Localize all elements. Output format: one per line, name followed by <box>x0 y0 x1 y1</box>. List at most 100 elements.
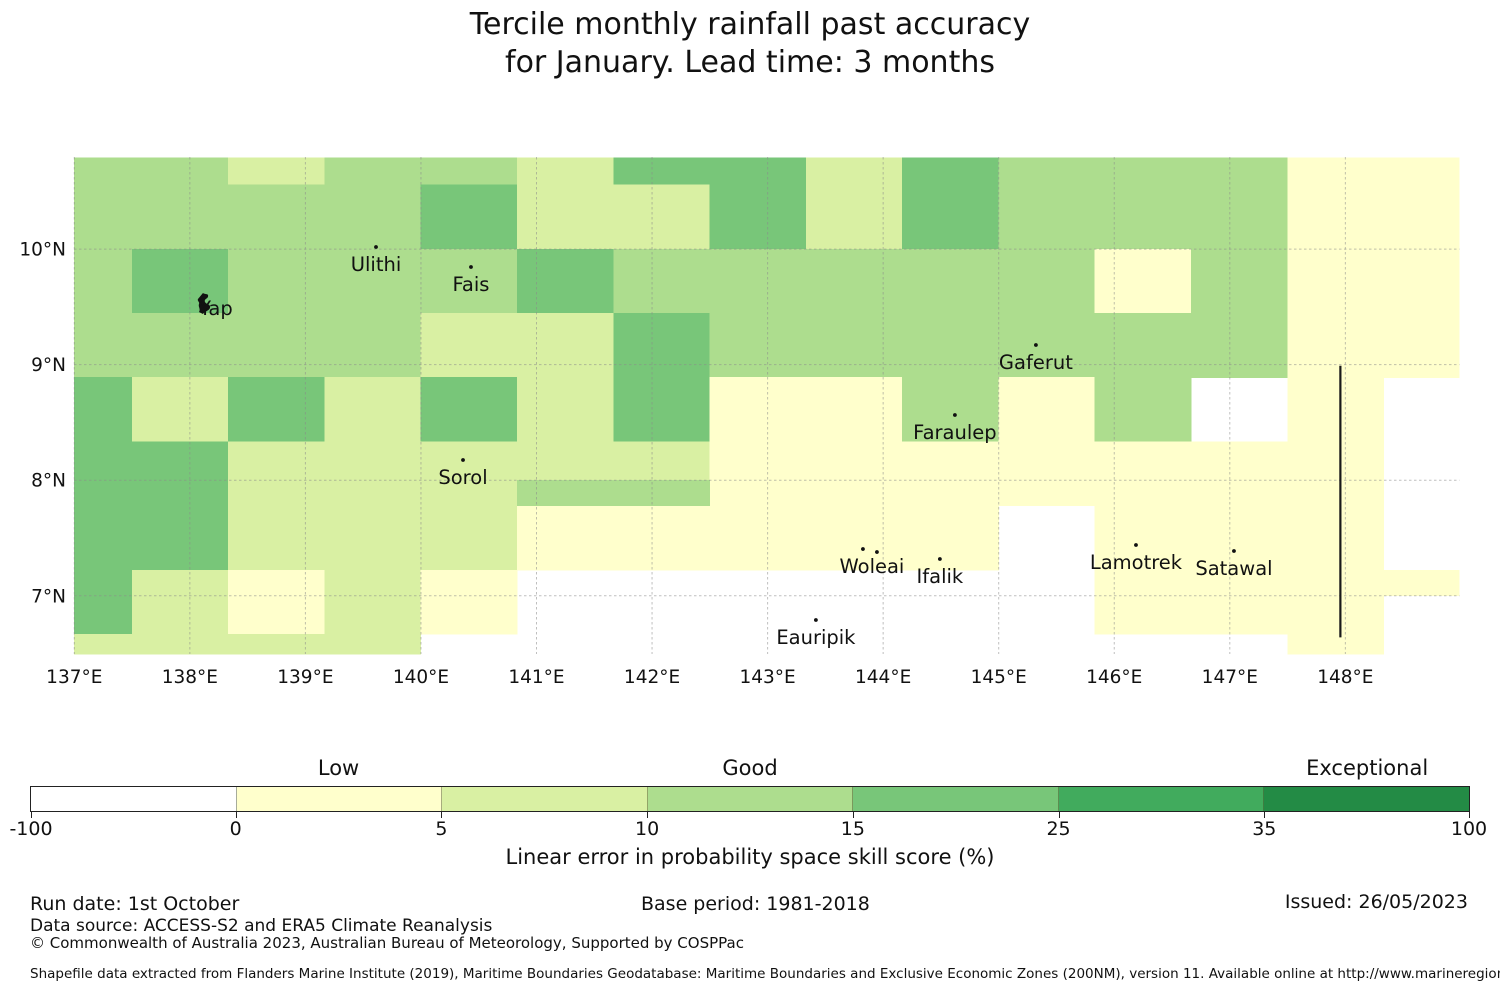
map-cell <box>1191 505 1288 571</box>
map-cell <box>1191 248 1288 314</box>
map-cell <box>805 184 903 250</box>
map-cell <box>1094 248 1192 314</box>
colorbar-segment-3 <box>647 787 854 811</box>
map-cell <box>613 184 711 250</box>
map-cell <box>516 157 614 186</box>
map-cell <box>709 184 807 250</box>
x-tick-label: 148°E <box>1317 667 1373 688</box>
map-cell <box>131 633 229 655</box>
map-cell <box>1287 184 1385 250</box>
colorbar-tick-label: 25 <box>1046 818 1071 840</box>
map-cell <box>902 377 999 443</box>
map-cell <box>805 441 903 507</box>
colorbar-zone-label-good: Good <box>722 756 778 780</box>
island-marker-dot-faraulep <box>953 413 957 417</box>
map-cell <box>902 441 999 507</box>
map-cell <box>709 377 807 443</box>
map-cell <box>998 441 1096 507</box>
footer-base-period: Base period: 1981-2018 <box>641 893 870 915</box>
colorbar-zone-label-low: Low <box>317 756 360 780</box>
colorbar-tick-label: -100 <box>9 818 53 840</box>
y-tick-label: 8°N <box>31 471 66 492</box>
map-label-faraulep: Faraulep <box>913 421 997 444</box>
map-cell <box>1191 157 1288 186</box>
footer-issued-date: Issued: 26/05/2023 <box>1284 891 1468 913</box>
colorbar-segment-5 <box>1058 787 1265 811</box>
x-tick-label: 145°E <box>971 667 1027 688</box>
map-cell <box>228 633 325 655</box>
map-cell <box>420 313 518 378</box>
island-marker-dot-ifalik <box>937 557 942 561</box>
x-tick-label: 141°E <box>508 667 564 688</box>
map-label-woleai: Woleai <box>840 555 905 578</box>
map-cell <box>420 377 518 443</box>
x-tick-label: 140°E <box>393 667 449 688</box>
map-cell <box>516 184 614 250</box>
y-tick-label: 9°N <box>31 355 66 376</box>
colorbar <box>30 786 1470 812</box>
map-cell <box>709 313 807 378</box>
colorbar-segment-6 <box>1264 787 1470 811</box>
island-marker-dot-woleai <box>875 550 879 554</box>
map-cell <box>613 248 711 314</box>
map-cell <box>1383 184 1460 250</box>
island-marker-dot-fais <box>469 265 473 269</box>
map-cell <box>1191 184 1288 250</box>
colorbar-segment-0 <box>31 787 237 811</box>
x-tick-label: 139°E <box>277 667 333 688</box>
map-cell <box>709 248 807 314</box>
map-cell <box>1287 248 1385 314</box>
map-cell <box>74 633 133 655</box>
map-label-gaferut: Gaferut <box>999 351 1073 374</box>
map-label-sorol: Sorol <box>438 466 487 489</box>
island-marker-dot-ulithi <box>374 245 378 249</box>
map-cell <box>613 313 711 378</box>
map-cell <box>131 377 229 443</box>
map-cell <box>1094 505 1192 571</box>
map-cell <box>1094 313 1192 378</box>
island-marker-dot-eauripik <box>813 618 818 622</box>
map-cell <box>613 377 711 443</box>
map-cell <box>1094 441 1192 507</box>
x-tick-label: 147°E <box>1202 667 1258 688</box>
yap-island-shape <box>197 293 211 315</box>
map-cell <box>613 505 711 571</box>
map-cell-partial <box>516 479 711 507</box>
map-cell <box>1191 313 1288 378</box>
colorbar-tick <box>1264 812 1266 818</box>
map-cell <box>1094 157 1192 186</box>
x-tick-label: 144°E <box>855 667 911 688</box>
map-cell <box>420 505 518 571</box>
map-cell <box>228 377 325 443</box>
map-cell <box>74 157 133 186</box>
island-marker-dot-woleai <box>861 547 865 551</box>
map-cell <box>74 248 133 314</box>
map-cell <box>709 441 807 507</box>
x-tick-label: 142°E <box>624 667 680 688</box>
map-cell <box>1287 157 1385 186</box>
map-cell <box>324 157 422 186</box>
map-cell <box>613 157 711 186</box>
x-tick-label: 137°E <box>46 667 102 688</box>
colorbar-tick <box>31 812 32 818</box>
map-cell <box>228 505 325 571</box>
map-cell <box>324 377 422 443</box>
map-cell <box>74 377 133 443</box>
map-cell <box>1094 569 1192 635</box>
colorbar-segment-4 <box>853 787 1059 811</box>
map-label-ifalik: Ifalik <box>917 565 964 588</box>
footer-data-source: Data source: ACCESS-S2 and ERA5 Climate … <box>30 916 493 936</box>
map-label-eauripik: Eauripik <box>776 626 856 649</box>
colorbar-axis-label: Linear error in probability space skill … <box>505 845 995 869</box>
map-cell <box>805 313 903 378</box>
map-cell <box>1287 377 1385 443</box>
colorbar-tick <box>647 812 649 818</box>
map-cell <box>420 569 518 635</box>
map-cell <box>902 505 999 571</box>
map-cell <box>420 184 518 250</box>
map-cell <box>709 505 807 571</box>
map-cell <box>324 441 422 507</box>
colorbar-segment-1 <box>236 787 443 811</box>
map-cell <box>228 157 325 186</box>
colorbar-segment-2 <box>442 787 648 811</box>
